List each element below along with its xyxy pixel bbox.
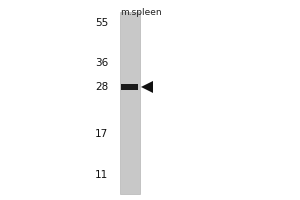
Bar (122, 84, 138, 90)
Text: 17: 17 (95, 129, 108, 139)
Text: 11: 11 (95, 170, 108, 180)
Bar (120, 12, 140, 194)
Text: 55: 55 (95, 18, 108, 28)
Text: 28: 28 (95, 82, 108, 92)
Text: 36: 36 (95, 58, 108, 68)
Polygon shape (141, 81, 153, 93)
Text: m.spleen: m.spleen (120, 8, 162, 17)
